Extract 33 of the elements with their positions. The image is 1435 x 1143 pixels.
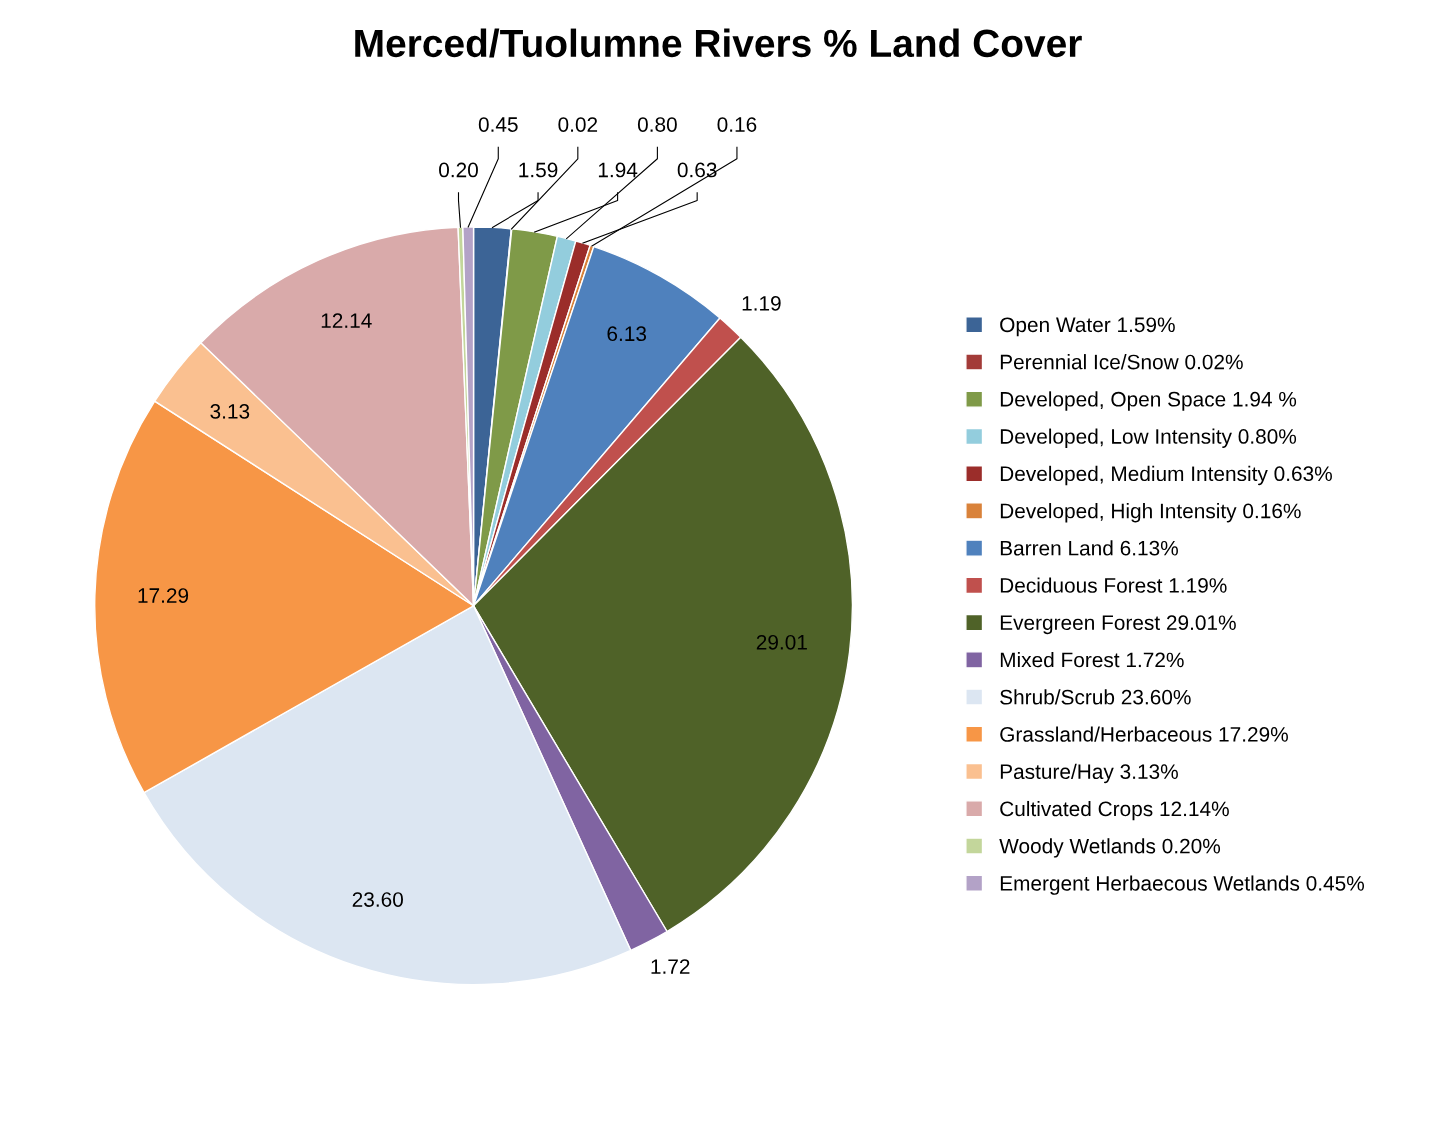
data-label: 17.29 [138, 588, 189, 603]
legend-label: Evergreen Forest 29.01% [1000, 615, 1236, 635]
data-label: 29.01 [756, 634, 807, 650]
data-label: 6.13 [607, 326, 647, 342]
legend-label: Barren Land 6.13% [1000, 540, 1178, 556]
legend-label: Deciduous Forest 1.19% [1000, 577, 1227, 593]
data-label: 23.60 [352, 892, 403, 907]
legend-label: Shrub/Scrub 23.60% [1000, 689, 1191, 705]
data-label: 1.72 [651, 959, 690, 974]
data-label: 1.19 [742, 296, 781, 311]
data-label: 1.94 [598, 162, 638, 178]
data-label: 0.63 [677, 162, 717, 178]
data-label: 0.16 [717, 117, 757, 132]
data-label: 0.02 [558, 117, 598, 132]
data-label: 0.20 [439, 162, 478, 178]
legend-label: Pasture/Hay 3.13% [1000, 763, 1178, 784]
legend-label: Developed, High Intensity 0.16% [1000, 503, 1301, 523]
legend-label: Emergent Herbaecous Wetlands 0.45% [1000, 875, 1365, 895]
legend-label: Developed, Medium Intensity 0.63% [1000, 465, 1332, 486]
legend-label: Cultivated Crops 12.14% [1000, 800, 1229, 821]
data-label: 0.80 [637, 117, 677, 132]
data-label: 12.14 [321, 313, 372, 328]
legend-label: Open Water 1.59% [1000, 317, 1175, 337]
legend-label: Developed, Low Intensity 0.80% [1000, 428, 1297, 448]
chart-title: Merced/Tuolumne Rivers % Land Cover [355, 28, 1082, 58]
data-label: 0.45 [478, 117, 518, 132]
data-label: 1.59 [519, 162, 558, 178]
legend-label: Perennial Ice/Snow 0.02% [1000, 354, 1243, 370]
legend-label: Developed, Open Space 1.94 % [1000, 391, 1297, 411]
legend-label: Woody Wetlands 0.20% [999, 838, 1221, 858]
legend-label: Mixed Forest 1.72% [1000, 651, 1184, 668]
legend-label: Grassland/Herbaceous 17.29% [1000, 726, 1288, 742]
data-label: 3.13 [210, 404, 250, 419]
